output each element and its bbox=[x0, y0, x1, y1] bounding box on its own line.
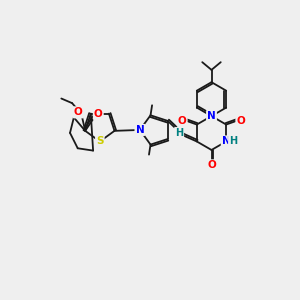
Text: N: N bbox=[222, 136, 230, 146]
Text: S: S bbox=[96, 136, 103, 146]
Text: H: H bbox=[229, 136, 237, 146]
Text: O: O bbox=[178, 116, 187, 126]
Text: O: O bbox=[236, 116, 245, 126]
Text: H: H bbox=[175, 128, 183, 138]
Text: O: O bbox=[74, 107, 82, 117]
Text: O: O bbox=[94, 109, 103, 119]
Text: N: N bbox=[136, 125, 144, 135]
Text: O: O bbox=[207, 160, 216, 170]
Text: N: N bbox=[207, 111, 216, 121]
